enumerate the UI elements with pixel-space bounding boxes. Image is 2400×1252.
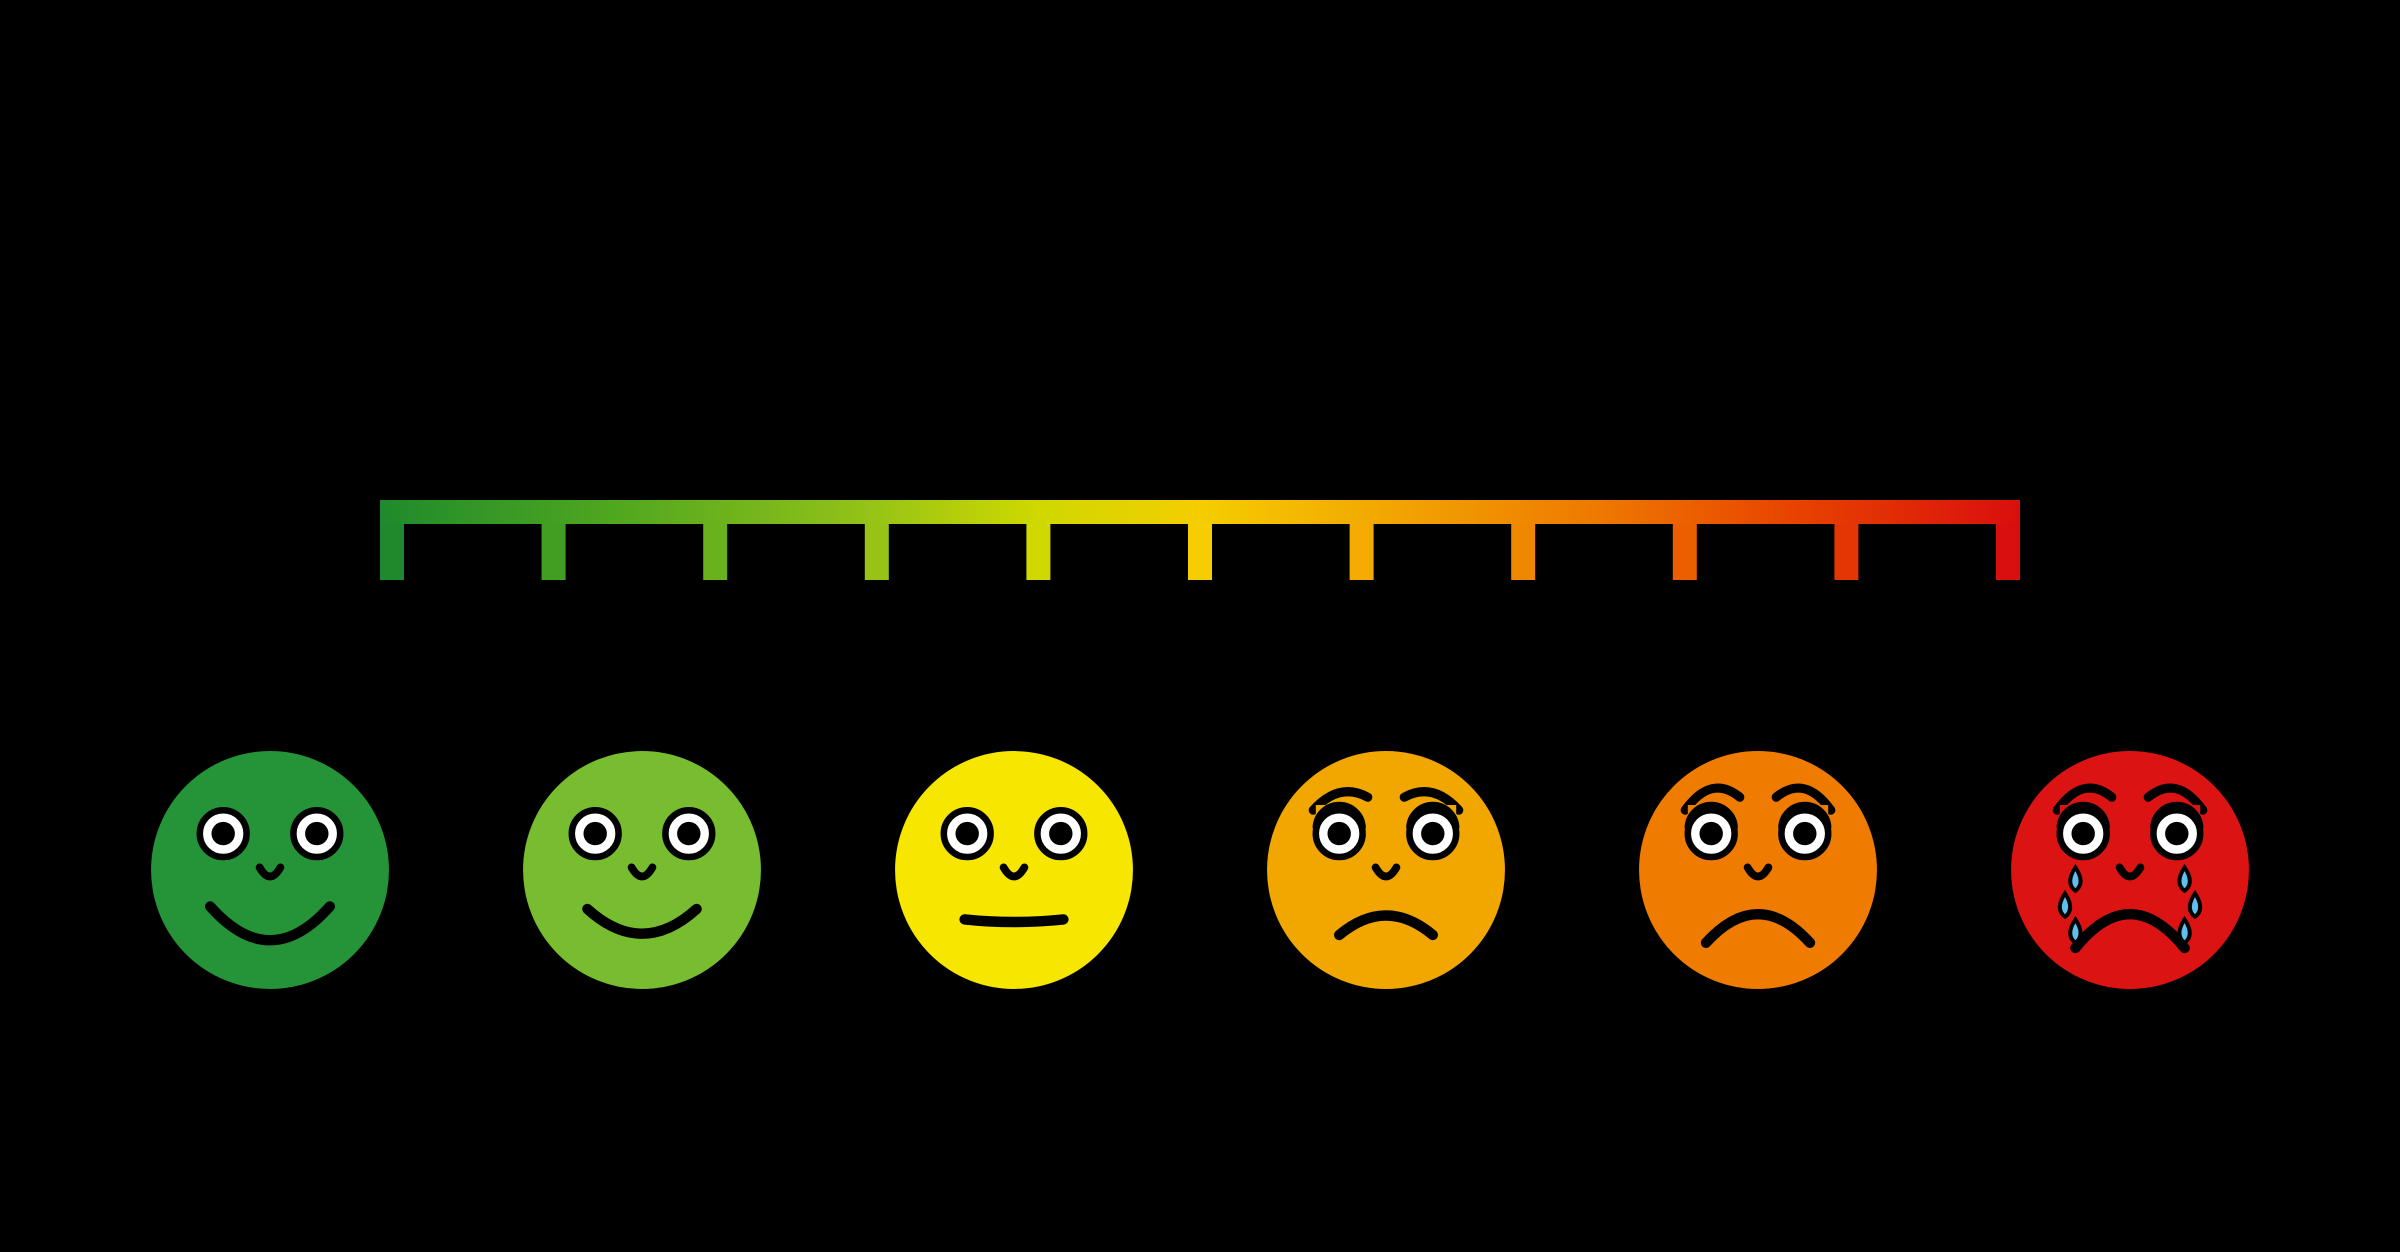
face-neutral xyxy=(884,740,1144,1000)
face-happy xyxy=(512,740,772,1000)
face-very-sad xyxy=(1628,740,1888,1000)
pain-scale-infographic xyxy=(0,0,2400,1252)
face-very-happy xyxy=(140,740,400,1000)
rating-scale xyxy=(380,500,2020,580)
face-sad xyxy=(1256,740,1516,1000)
faces-row xyxy=(140,740,2260,1000)
face-crying xyxy=(2000,740,2260,1000)
